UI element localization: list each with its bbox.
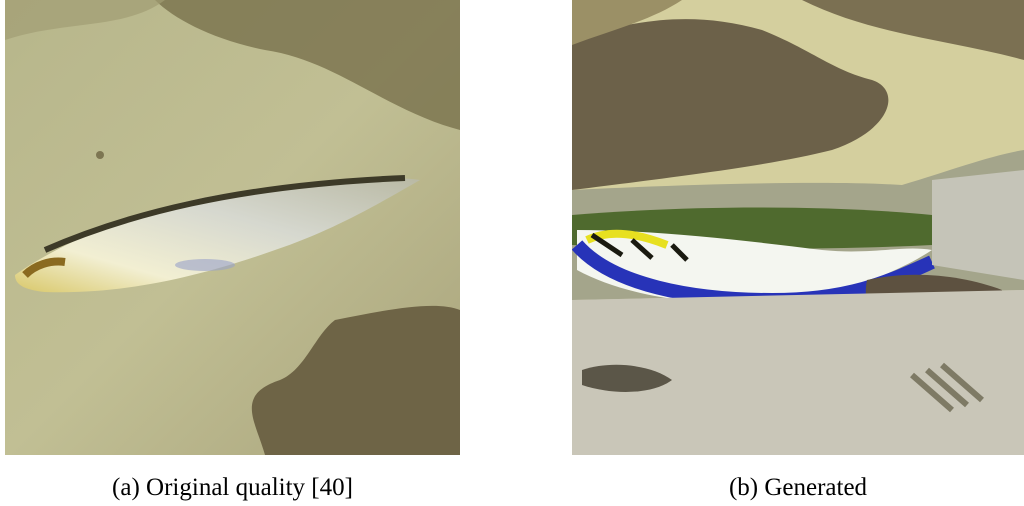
generated-image: [572, 0, 1024, 455]
figure-page: {"figures": [{"caption": "(a) Original q…: [0, 0, 1024, 506]
caption: (a) Original quality [40]: [5, 474, 460, 502]
original-image: [5, 0, 460, 455]
caption: (b) Generated: [572, 474, 1024, 502]
